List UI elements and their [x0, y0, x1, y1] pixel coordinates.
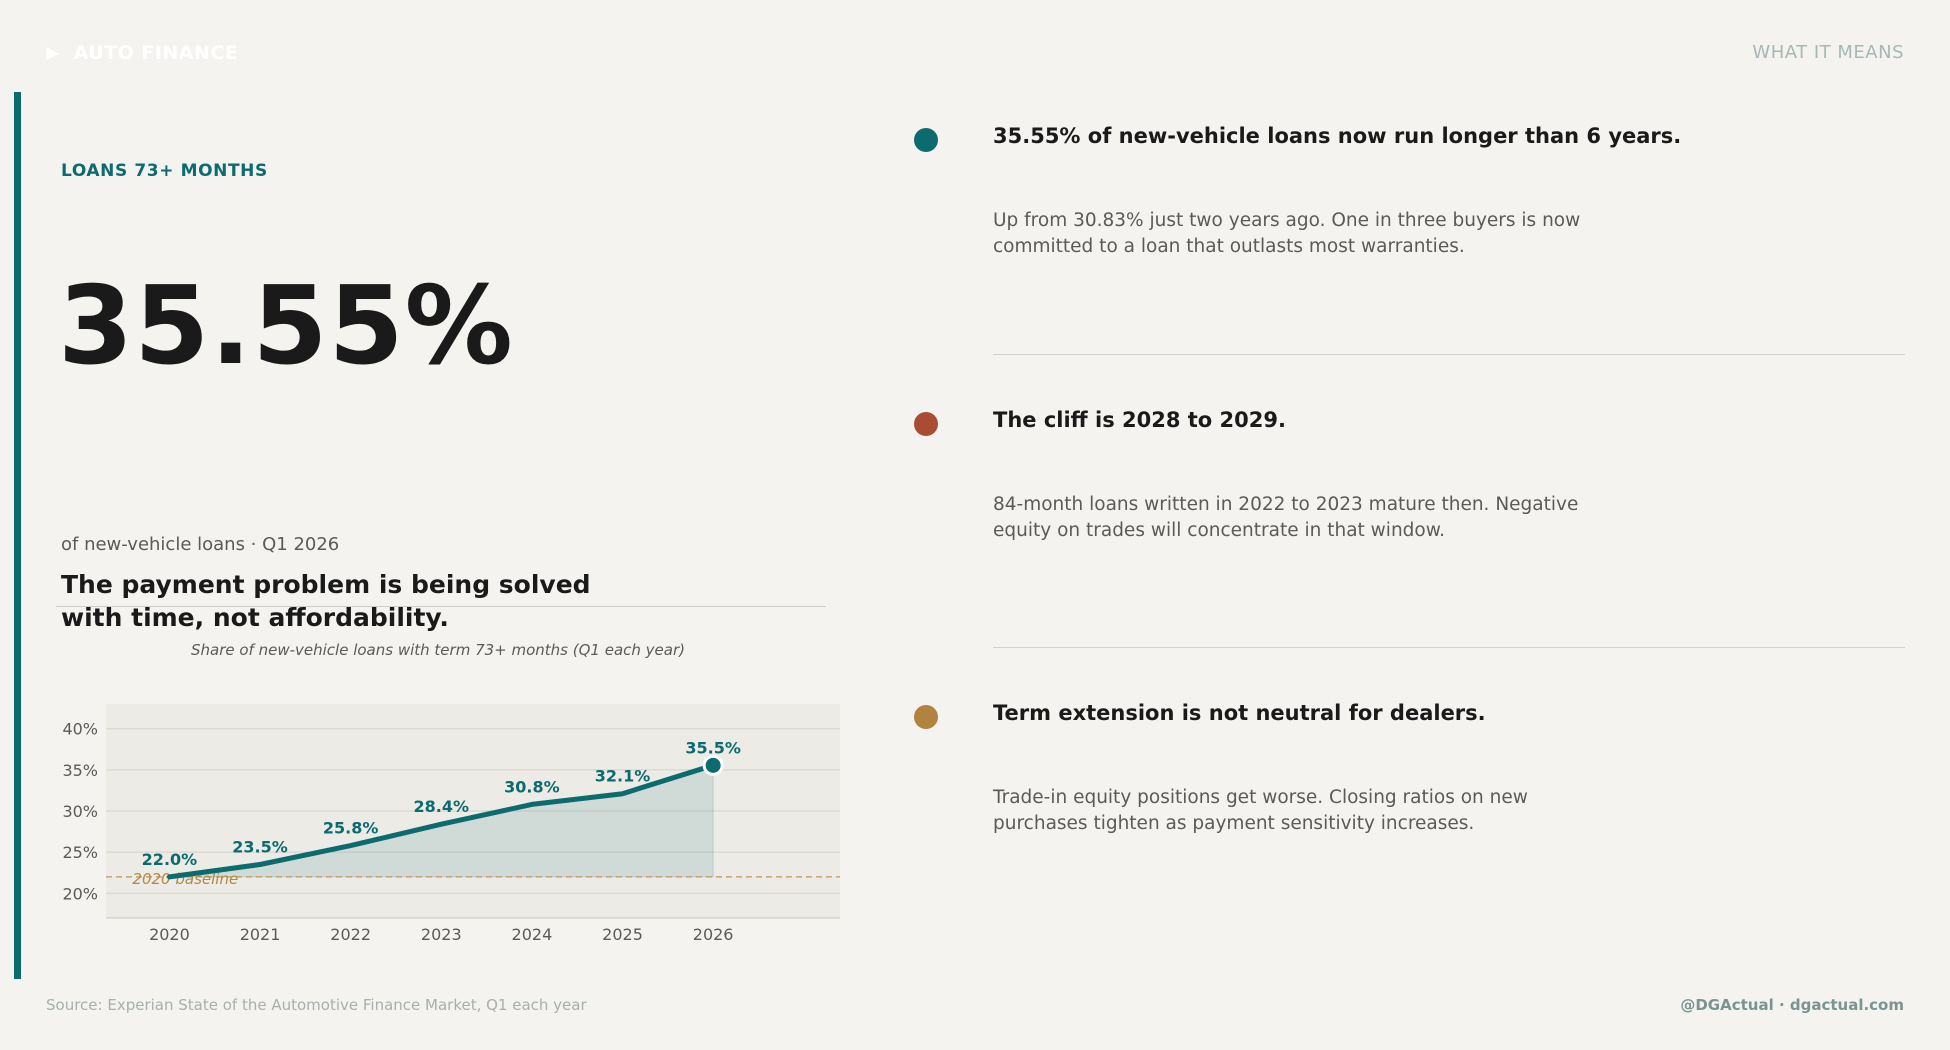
top-bar: ▶ AUTO FINANCE WHAT IT MEANS	[0, 0, 1950, 108]
point-3-body: Trade-in equity positions get worse. Clo…	[993, 787, 1528, 834]
x-tick-label: 2023	[421, 925, 462, 944]
kicker: LOANS 73+ MONTHS	[61, 161, 268, 181]
point-2-dot	[914, 412, 938, 436]
point-3-dot	[914, 705, 938, 729]
section-label: WHAT IT MEANS	[1752, 42, 1904, 63]
point-2-body: 84-month loans written in 2022 to 2023 m…	[993, 494, 1579, 541]
x-tick-label: 2022	[330, 925, 371, 944]
y-tick-label: 30%	[62, 802, 98, 821]
footer-handle: @DGActual · dgactual.com	[1680, 996, 1904, 1014]
data-label: 25.8%	[323, 819, 379, 838]
baseline-label: 2020 baseline	[132, 870, 238, 888]
right-divider-2	[993, 647, 1905, 648]
end-point-marker	[702, 754, 724, 776]
data-label: 30.8%	[504, 777, 560, 796]
data-label: 22.0%	[142, 850, 198, 869]
chart-title: Share of new-vehicle loans with term 73+…	[190, 641, 685, 659]
x-tick-label: 2026	[693, 925, 734, 944]
point-2-title: The cliff is 2028 to 2029.	[993, 408, 1286, 432]
big-number: 35.55%	[58, 264, 514, 389]
x-tick-label: 2024	[512, 925, 553, 944]
data-label: 32.1%	[595, 767, 651, 786]
point-1-dot	[914, 128, 938, 152]
y-tick-label: 40%	[62, 720, 98, 739]
accent-bar	[14, 92, 21, 979]
x-tick-label: 2021	[240, 925, 281, 944]
point-3-title: Term extension is not neutral for dealer…	[993, 701, 1486, 725]
x-tick-label: 2025	[602, 925, 643, 944]
source-note: Source: Experian State of the Automotive…	[46, 996, 587, 1014]
play-triangle-icon: ▶	[46, 43, 60, 63]
point-1-body: Up from 30.83% just two years ago. One i…	[993, 210, 1581, 257]
x-tick-label: 2020	[149, 925, 190, 944]
data-label: 35.5%	[685, 738, 741, 757]
right-divider-1	[993, 354, 1905, 355]
brand-label: AUTO FINANCE	[73, 42, 239, 64]
data-label: 28.4%	[414, 797, 470, 816]
subline: of new-vehicle loans · Q1 2026	[61, 534, 340, 555]
y-tick-label: 25%	[62, 843, 98, 862]
brand: ▶ AUTO FINANCE	[46, 42, 238, 64]
y-tick-label: 35%	[62, 761, 98, 780]
y-tick-label: 20%	[62, 884, 98, 903]
point-1-title: 35.55% of new-vehicle loans now run long…	[993, 124, 1682, 148]
series-line	[166, 762, 716, 880]
left-divider	[56, 606, 826, 607]
headline: The payment problem is being solved with…	[61, 570, 591, 632]
data-label: 23.5%	[232, 838, 288, 857]
